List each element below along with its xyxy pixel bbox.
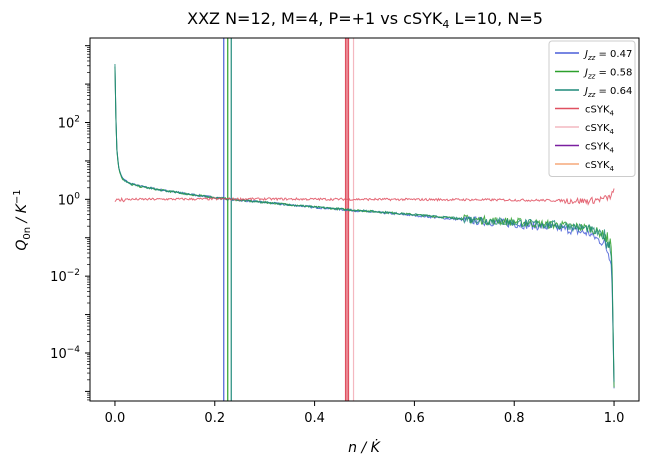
y-tick-label: 10−4 <box>50 345 80 362</box>
legend-entry-label: Jzz = 0.64 <box>583 86 632 99</box>
x-tick-label: 0.4 <box>304 411 325 426</box>
chart-title: XXZ N=12, M=4, P=+1 vs cSYK4 L=10, N=5 <box>187 9 543 31</box>
y-tick-label: 10−2 <box>50 268 80 285</box>
legend-entry-label: cSYK4 <box>585 105 615 118</box>
legend-box <box>548 40 636 177</box>
series-3-line <box>114 188 615 206</box>
x-tick-label: 0.8 <box>504 411 525 426</box>
x-tick-label: 0.2 <box>204 411 225 426</box>
legend: Jzz = 0.47 Jzz = 0.58 Jzz = 0.64 cSYK4 cSYK4… <box>548 40 636 177</box>
legend-entry-label: cSYK4 <box>585 142 615 155</box>
y-axis-label: Q0n / K−1 <box>12 189 33 250</box>
x-tick-label: 0.0 <box>105 411 126 426</box>
legend-entry-label: cSYK4 <box>585 123 615 136</box>
y-axis: 102 100 10−2 10−4 <box>50 45 90 401</box>
series-layer <box>114 38 615 401</box>
legend-entry-label: Jzz = 0.47 <box>583 49 632 62</box>
x-tick-label: 1.0 <box>604 411 625 426</box>
y-tick-label: 102 <box>58 115 80 132</box>
series-2-line <box>114 64 615 382</box>
y-tick-label: 100 <box>58 191 81 208</box>
x-axis-label: n / K̇ <box>348 439 381 456</box>
x-axis: 0.0 0.2 0.4 0.6 0.8 1.0 <box>105 401 625 426</box>
x-tick-label: 0.6 <box>404 411 425 426</box>
legend-entry-label: Jzz = 0.58 <box>583 68 632 81</box>
legend-entry-label: cSYK4 <box>585 160 615 173</box>
